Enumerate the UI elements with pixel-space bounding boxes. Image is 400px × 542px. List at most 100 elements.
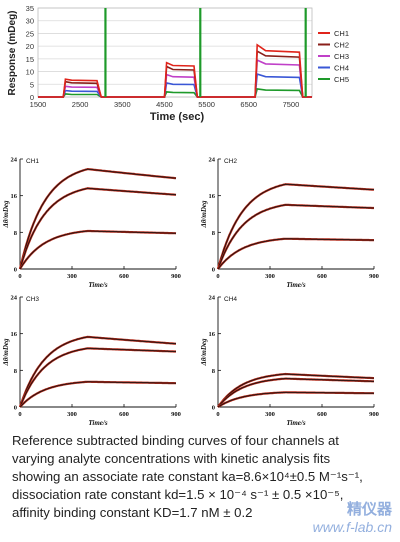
x-tick-label: 3500 [114,100,131,109]
x-tick-label: 6500 [240,100,257,109]
series-line-ch3 [38,58,312,98]
caption-line: varying analyte concentrations with kine… [12,451,331,466]
y-tick-label: 30 [26,17,34,26]
series-line-ch5 [38,88,312,98]
fit-curve [19,168,177,270]
y-tick-label: 0 [30,93,34,102]
fit-curve [217,183,375,270]
fit-curve [19,347,176,408]
series-line-ch1 [38,43,312,98]
y-axis-label: Response (mDeg) [7,10,18,95]
x-axis-label: Time (sec) [150,111,205,123]
data-curve [217,237,374,270]
x-tick-label: 600 [317,273,327,280]
y-tick-label: 16 [209,193,216,200]
x-axis-label: Time/s [286,281,305,289]
x-axis-label: Time/s [286,419,305,427]
legend-entry: CH5 [334,75,349,84]
x-tick-label: 900 [171,273,181,280]
x-tick-label: 900 [369,411,379,418]
y-tick-label: 8 [14,368,18,375]
channel-label: CH1 [26,158,39,165]
channel-label: CH3 [26,296,39,303]
data-curve [18,187,177,270]
channel-label: CH2 [224,158,237,165]
fit-curve [19,187,177,270]
x-tick-label: 600 [317,411,327,418]
x-tick-label: 0 [18,411,21,418]
data-curve [18,347,176,408]
y-tick-label: 8 [14,230,18,237]
fit-curve [217,238,374,270]
x-axis-label: Time/s [88,419,107,427]
y-axis-label: Δθ/mDeg [2,200,10,229]
y-tick-label: 16 [209,331,216,338]
x-axis-label: Time/s [88,281,107,289]
kinetic-panel-ch1: 0 8 16 24 0 300 600 900 CH1 Time/s Δθ/mDeg [2,157,181,290]
y-axis-label: Δθ/mDeg [200,338,208,367]
y-tick-label: 10 [26,68,34,77]
y-tick-label: 5 [30,80,34,89]
y-tick-label: 0 [14,405,17,412]
data-curve [18,335,176,408]
fit-curve [19,336,176,408]
kinetic-panel-ch3: 0 8 16 24 0 300 600 900 CH3 Time/s Δθ/mDeg [2,295,181,428]
watermark-url: www.f-lab.cn [312,519,392,535]
y-tick-label: 16 [11,331,18,338]
series-lines [38,8,312,98]
data-curve [18,167,177,270]
caption-line: Reference subtracted binding curves of f… [12,433,339,448]
y-tick-label: 20 [26,42,34,51]
data-curve [217,391,375,408]
legend: CH1 CH2 CH3 CH4 CH5 [318,29,349,84]
y-tick-label: 24 [11,157,18,164]
x-tick-label: 4500 [156,100,173,109]
y-tick-label: 8 [212,368,216,375]
y-tick-label: 25 [26,29,34,38]
fit-curve [217,378,374,408]
y-tick-label: 8 [212,230,216,237]
figure-caption: Reference subtracted binding curves of f… [12,432,396,522]
fit-curve [19,381,176,408]
legend-entry: CH3 [334,52,349,61]
x-tick-label: 2500 [72,100,89,109]
y-tick-label: 15 [26,55,34,64]
x-tick-label: 7500 [283,100,300,109]
watermark: 精仪器 www.f-lab.cn [313,498,392,535]
legend-entry: CH2 [334,41,349,50]
y-tick-label: 0 [212,267,215,274]
x-tick-label: 300 [265,411,275,418]
grid-lines [37,7,313,98]
x-tick-labels: 1500 2500 3500 4500 5500 6500 7500 [30,100,300,109]
x-tick-label: 1500 [30,100,47,109]
x-tick-label: 0 [216,411,219,418]
y-tick-labels: 0 5 10 15 20 25 30 35 [26,4,34,102]
y-tick-label: 35 [26,4,34,13]
plot-frame [37,7,313,98]
y-tick-label: 16 [11,193,18,200]
y-axis-label: Δθ/mDeg [2,338,10,367]
channel-label: CH4 [224,296,237,303]
sensorgram-chart: 0 5 10 15 20 25 30 35 1500 2500 3500 4500 5500 6500 7… [7,4,349,123]
data-curve [19,229,177,270]
x-tick-label: 0 [216,273,219,280]
fit-curve [19,230,177,270]
fit-curve [217,373,374,408]
x-tick-label: 300 [67,273,77,280]
fit-curve [217,204,374,270]
fit-curve [217,391,375,408]
kinetic-panel-ch4: 0 8 16 24 0 300 600 900 CH4 Time/s Δθ/mDeg [200,295,379,428]
x-tick-label: 600 [119,273,129,280]
x-tick-label: 900 [369,273,379,280]
data-curve [19,380,176,408]
series-line-ch2 [38,49,312,98]
x-tick-label: 300 [67,411,77,418]
x-tick-label: 600 [119,411,129,418]
watermark-brand: 精仪器 [346,501,392,518]
caption-line: dissociation rate constant kd=1.5 × 10⁻⁴… [12,487,344,502]
y-tick-label: 24 [11,295,18,302]
y-axis-label: Δθ/mDeg [200,200,208,229]
y-tick-label: 0 [14,267,17,274]
x-tick-label: 900 [171,411,181,418]
series-line-ch4 [38,73,312,98]
